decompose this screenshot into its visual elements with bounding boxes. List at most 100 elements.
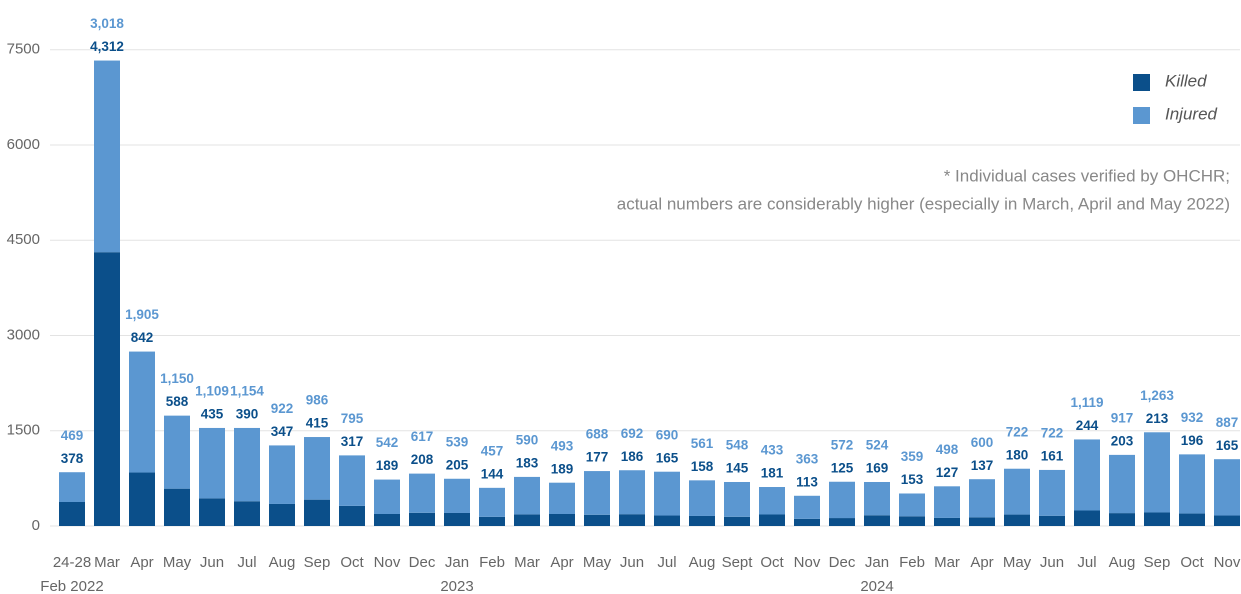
x-tick-label: Aug: [1109, 554, 1136, 571]
bar-segment: [864, 481, 890, 516]
bar-segment: [1074, 510, 1100, 526]
bar-segment: [724, 481, 750, 517]
x-tick-label: Oct: [340, 554, 364, 571]
x-tick-label: Feb: [899, 554, 925, 571]
bar-segment: [724, 516, 750, 526]
bar-segment: [584, 514, 610, 526]
value-label: 887: [1216, 415, 1239, 430]
value-label: 842: [131, 330, 154, 345]
value-label: 113: [796, 474, 818, 489]
bar-segment: [339, 505, 365, 526]
value-label: 600: [971, 435, 994, 450]
bar-segment: [1074, 439, 1100, 511]
value-label: 722: [1006, 424, 1029, 439]
value-label: 161: [1041, 448, 1064, 463]
bar-segment: [304, 499, 330, 526]
bar-segment: [374, 479, 400, 514]
bar-segment: [94, 252, 120, 527]
value-label: 208: [411, 452, 434, 467]
value-label: 548: [726, 438, 749, 453]
bar-segment: [899, 516, 925, 526]
value-label: 144: [481, 466, 504, 481]
bar-segment: [269, 503, 295, 526]
bar-segment: [164, 488, 190, 526]
bar-segment: [409, 512, 435, 526]
legend-swatch: [1133, 107, 1150, 124]
value-label: 433: [761, 443, 784, 458]
value-label: 498: [936, 442, 959, 457]
value-label: 617: [411, 429, 434, 444]
value-label: 390: [236, 407, 259, 422]
value-label: 932: [1181, 410, 1204, 425]
bar-segment: [199, 427, 225, 499]
bar-segment: [1004, 514, 1030, 526]
value-label: 213: [1146, 411, 1169, 426]
value-label: 1,154: [230, 384, 264, 399]
bar-segment: [794, 518, 820, 526]
bar-segment: [479, 516, 505, 526]
bar-segment: [199, 498, 225, 526]
value-label: 145: [726, 461, 749, 476]
value-label: 158: [691, 459, 714, 474]
x-tick-label: Aug: [689, 554, 716, 571]
x-tick-label: Nov: [1214, 554, 1241, 571]
bar-segment: [304, 437, 330, 500]
bar-segment: [59, 472, 85, 502]
bar-segment: [1109, 513, 1135, 526]
x-tick-label: Mar: [94, 554, 120, 571]
bar-segment: [1179, 454, 1205, 514]
x-tick-label: Jul: [657, 554, 676, 571]
legend-label: Injured: [1165, 104, 1218, 123]
annotation: * Individual cases verified by OHCHR;: [944, 166, 1230, 185]
value-label: 1,905: [125, 307, 159, 322]
x-tick-label: Nov: [794, 554, 821, 571]
bar-segment: [969, 517, 995, 526]
x-tick-label: Sept: [722, 554, 754, 571]
x-tick-label: Feb: [479, 554, 505, 571]
annotation: actual numbers are considerably higher (…: [617, 194, 1230, 213]
bar-segment: [374, 513, 400, 526]
value-label: 177: [586, 450, 609, 465]
bar-segment: [654, 515, 680, 526]
bar-segment: [619, 470, 645, 515]
bar-segment: [479, 487, 505, 517]
value-label: 469: [61, 428, 84, 443]
bar-segment: [1039, 515, 1065, 526]
bar-segment: [934, 517, 960, 526]
value-label: 359: [901, 449, 924, 464]
bar-segment: [1144, 432, 1170, 513]
value-label: 363: [796, 451, 819, 466]
bar-segment: [234, 427, 260, 502]
value-label: 722: [1041, 425, 1064, 440]
bar-segment: [59, 501, 85, 526]
x-group-label: Feb 2022: [40, 578, 103, 594]
value-label: 1,150: [160, 371, 194, 386]
legend-label: Killed: [1165, 71, 1207, 90]
value-label: 922: [271, 401, 294, 416]
value-label: 539: [446, 434, 469, 449]
x-tick-label: Sep: [304, 554, 331, 571]
x-tick-label: Jun: [1040, 554, 1064, 571]
x-group-label: 2024: [860, 578, 893, 594]
x-tick-label: Mar: [514, 554, 540, 571]
value-label: 186: [621, 449, 644, 464]
value-label: 137: [971, 458, 994, 473]
value-label: 435: [201, 407, 224, 422]
bar-segment: [444, 478, 470, 513]
x-tick-label: Dec: [829, 554, 856, 571]
x-tick-label: Jan: [445, 554, 469, 571]
y-tick-label: 4500: [7, 231, 40, 248]
value-label: 688: [586, 427, 609, 442]
bar-segment: [129, 472, 155, 526]
bar-segment: [829, 481, 855, 519]
x-tick-label: Apr: [130, 554, 153, 571]
value-label: 347: [271, 424, 294, 439]
x-tick-label: May: [163, 554, 192, 571]
value-label: 692: [621, 426, 644, 441]
bar-segment: [514, 514, 540, 526]
bar-segment: [549, 513, 575, 526]
bar-segment: [759, 514, 785, 526]
x-tick-label: May: [1003, 554, 1032, 571]
value-label: 1,109: [195, 384, 229, 399]
bar-segment: [1214, 515, 1240, 526]
